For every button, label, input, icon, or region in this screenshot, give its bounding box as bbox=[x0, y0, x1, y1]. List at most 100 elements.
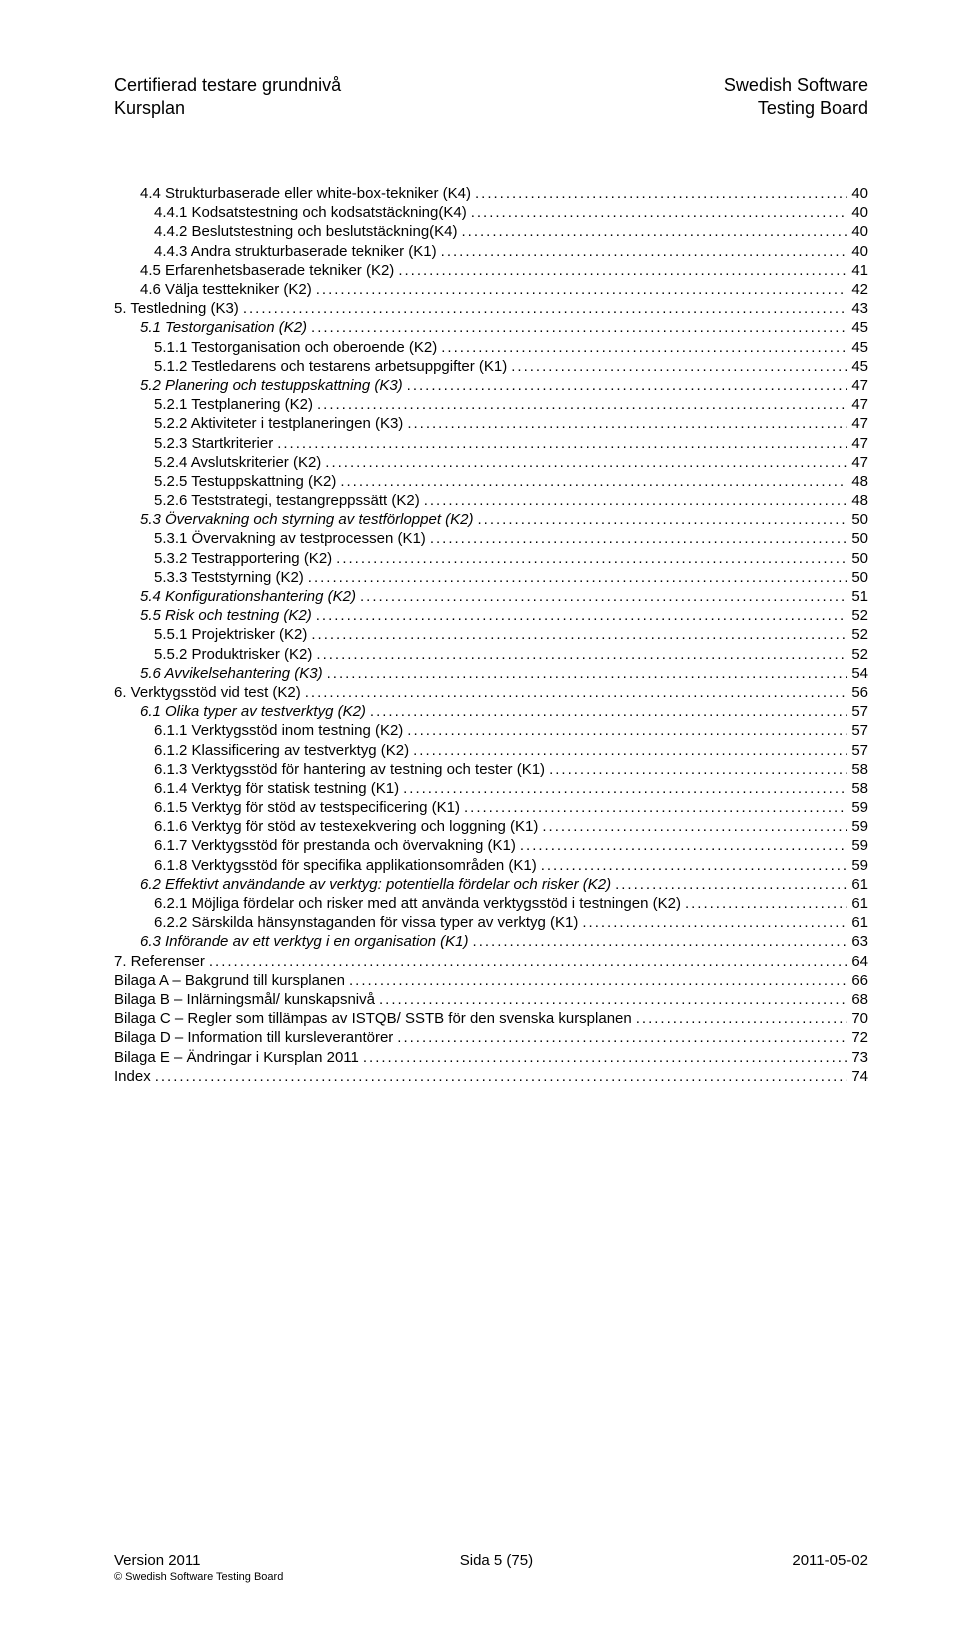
toc-row: 5. Testledning (K3) 43 bbox=[114, 299, 868, 318]
toc-page-number: 59 bbox=[851, 856, 868, 875]
toc-label: Bilaga E – Ändringar i Kursplan 2011 bbox=[114, 1048, 359, 1067]
toc-leader-dots bbox=[582, 913, 847, 932]
toc-row: Bilaga C – Regler som tillämpas av ISTQB… bbox=[114, 1009, 868, 1028]
toc-page-number: 41 bbox=[851, 261, 868, 280]
toc-leader-dots bbox=[316, 280, 848, 299]
page-footer: Version 2011 Sida 5 (75) 2011-05-02 © Sw… bbox=[114, 1552, 868, 1583]
toc-leader-dots bbox=[363, 1048, 847, 1067]
toc-row: 6.2.2 Särskilda hänsynstaganden för viss… bbox=[114, 913, 868, 932]
toc-page-number: 47 bbox=[851, 434, 868, 453]
toc-label: 6.2 Effektivt användande av verktyg: pot… bbox=[140, 875, 611, 894]
toc-row: 5.2.5 Testuppskattning (K2) 48 bbox=[114, 472, 868, 491]
toc-row: 5.3 Övervakning och styrning av testförl… bbox=[114, 510, 868, 529]
toc-leader-dots bbox=[349, 971, 847, 990]
toc-leader-dots bbox=[511, 357, 847, 376]
toc-row: 6.1.2 Klassificering av testverktyg (K2)… bbox=[114, 741, 868, 760]
toc-row: 4.4.2 Beslutstestning och beslutstäcknin… bbox=[114, 222, 868, 241]
toc-page-number: 54 bbox=[851, 664, 868, 683]
header-right: Swedish Software Testing Board bbox=[724, 74, 868, 120]
toc-row: Index 74 bbox=[114, 1067, 868, 1086]
toc-leader-dots bbox=[379, 990, 847, 1009]
toc-row: 4.4 Strukturbaserade eller white-box-tek… bbox=[114, 184, 868, 203]
toc-row: 6.1.3 Verktygsstöd för hantering av test… bbox=[114, 760, 868, 779]
toc-row: Bilaga E – Ändringar i Kursplan 2011 73 bbox=[114, 1048, 868, 1067]
toc-leader-dots bbox=[277, 434, 847, 453]
toc-leader-dots bbox=[407, 721, 847, 740]
toc-page-number: 61 bbox=[851, 894, 868, 913]
toc-label: Bilaga B – Inlärningsmål/ kunskapsnivå bbox=[114, 990, 375, 1009]
toc-row: 5.3.3 Teststyrning (K2) 50 bbox=[114, 568, 868, 587]
toc-row: 5.2.6 Teststrategi, testangreppssätt (K2… bbox=[114, 491, 868, 510]
toc-row: 5.5.2 Produktrisker (K2) 52 bbox=[114, 645, 868, 664]
toc-row: 5.2.1 Testplanering (K2) 47 bbox=[114, 395, 868, 414]
toc-label: 5.2 Planering och testuppskattning (K3) bbox=[140, 376, 403, 395]
toc-page-number: 40 bbox=[851, 222, 868, 241]
footer-page: Sida 5 (75) bbox=[460, 1552, 533, 1569]
toc-page-number: 47 bbox=[851, 453, 868, 472]
toc-leader-dots bbox=[541, 856, 848, 875]
toc-page-number: 47 bbox=[851, 414, 868, 433]
toc-leader-dots bbox=[407, 376, 848, 395]
toc-label: 4.4 Strukturbaserade eller white-box-tek… bbox=[140, 184, 471, 203]
toc-label: 6.1.4 Verktyg för statisk testning (K1) bbox=[154, 779, 399, 798]
toc-label: 5.3 Övervakning och styrning av testförl… bbox=[140, 510, 474, 529]
toc-leader-dots bbox=[209, 952, 847, 971]
toc-label: 6.1.7 Verktygsstöd för prestanda och öve… bbox=[154, 836, 516, 855]
toc-label: 4.4.2 Beslutstestning och beslutstäcknin… bbox=[154, 222, 458, 241]
toc-leader-dots bbox=[243, 299, 848, 318]
toc-label: 6.3 Införande av ett verktyg i en organi… bbox=[140, 932, 469, 951]
toc-row: 4.6 Välja testtekniker (K2) 42 bbox=[114, 280, 868, 299]
toc-row: 6.1.1 Verktygsstöd inom testning (K2) 57 bbox=[114, 721, 868, 740]
toc-label: 6.1 Olika typer av testverktyg (K2) bbox=[140, 702, 366, 721]
toc-page-number: 58 bbox=[851, 760, 868, 779]
toc-row: 5.5 Risk och testning (K2) 52 bbox=[114, 606, 868, 625]
toc-row: 5.2 Planering och testuppskattning (K3) … bbox=[114, 376, 868, 395]
toc-row: Bilaga B – Inlärningsmål/ kunskapsnivå 6… bbox=[114, 990, 868, 1009]
toc-leader-dots bbox=[370, 702, 847, 721]
toc-page-number: 48 bbox=[851, 491, 868, 510]
toc-page-number: 52 bbox=[851, 606, 868, 625]
toc-leader-dots bbox=[407, 414, 847, 433]
toc-label: 6. Verktygsstöd vid test (K2) bbox=[114, 683, 301, 702]
toc-page-number: 73 bbox=[851, 1048, 868, 1067]
toc-row: 6. Verktygsstöd vid test (K2) 56 bbox=[114, 683, 868, 702]
toc-label: 5.4 Konfigurationshantering (K2) bbox=[140, 587, 356, 606]
toc-leader-dots bbox=[327, 664, 848, 683]
toc-leader-dots bbox=[305, 683, 848, 702]
toc-label: 5.5 Risk och testning (K2) bbox=[140, 606, 312, 625]
toc-label: 6.2.2 Särskilda hänsynstaganden för viss… bbox=[154, 913, 578, 932]
toc-leader-dots bbox=[317, 395, 847, 414]
toc-label: 6.1.3 Verktygsstöd för hantering av test… bbox=[154, 760, 545, 779]
toc-label: 6.1.6 Verktyg för stöd av testexekvering… bbox=[154, 817, 538, 836]
toc-page-number: 59 bbox=[851, 798, 868, 817]
header-right-line1: Swedish Software bbox=[724, 75, 868, 95]
toc-label: Bilaga C – Regler som tillämpas av ISTQB… bbox=[114, 1009, 632, 1028]
toc-row: 4.4.1 Kodsatstestning och kodsatstäcknin… bbox=[114, 203, 868, 222]
toc-leader-dots bbox=[308, 568, 848, 587]
toc-leader-dots bbox=[397, 1028, 847, 1047]
toc-page-number: 57 bbox=[851, 702, 868, 721]
toc-label: 5.1.1 Testorganisation och oberoende (K2… bbox=[154, 338, 437, 357]
toc-page-number: 50 bbox=[851, 549, 868, 568]
toc-leader-dots bbox=[325, 453, 847, 472]
toc-page-number: 70 bbox=[851, 1009, 868, 1028]
toc-page-number: 43 bbox=[851, 299, 868, 318]
toc-leader-dots bbox=[316, 645, 847, 664]
toc-leader-dots bbox=[441, 242, 848, 261]
toc-label: Bilaga A – Bakgrund till kursplanen bbox=[114, 971, 345, 990]
toc-label: 6.1.8 Verktygsstöd för specifika applika… bbox=[154, 856, 537, 875]
toc-page-number: 45 bbox=[851, 357, 868, 376]
toc-page-number: 72 bbox=[851, 1028, 868, 1047]
toc-leader-dots bbox=[413, 741, 847, 760]
toc-page-number: 63 bbox=[851, 932, 868, 951]
toc-leader-dots bbox=[520, 836, 847, 855]
toc-row: 5.4 Konfigurationshantering (K2) 51 bbox=[114, 587, 868, 606]
toc-label: 4.5 Erfarenhetsbaserade tekniker (K2) bbox=[140, 261, 394, 280]
toc-label: 4.4.3 Andra strukturbaserade tekniker (K… bbox=[154, 242, 437, 261]
toc-row: 6.1.4 Verktyg för statisk testning (K1) … bbox=[114, 779, 868, 798]
toc-leader-dots bbox=[549, 760, 847, 779]
toc-leader-dots bbox=[462, 222, 848, 241]
toc-row: 6.1.6 Verktyg för stöd av testexekvering… bbox=[114, 817, 868, 836]
toc-page-number: 45 bbox=[851, 318, 868, 337]
toc-label: Index bbox=[114, 1067, 151, 1086]
